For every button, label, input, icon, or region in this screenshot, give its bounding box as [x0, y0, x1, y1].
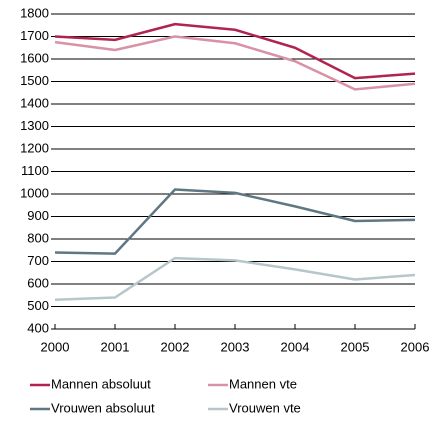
x-tick-label: 2004	[281, 339, 310, 354]
x-tick-label: 2003	[221, 339, 250, 354]
x-tick-label: 2001	[101, 339, 130, 354]
x-tick-label: 2002	[161, 339, 190, 354]
y-tick-label: 500	[27, 298, 49, 313]
y-tick-label: 600	[27, 275, 49, 290]
x-tick-label: 2006	[401, 339, 430, 354]
series-line	[54, 188, 416, 255]
legend-label: Vrouwen absoluut	[51, 400, 155, 415]
y-tick-label: 1400	[20, 95, 49, 110]
y-tick-label: 1700	[20, 28, 49, 43]
legend-label: Vrouwen vte	[229, 400, 301, 415]
y-tick-label: 1800	[20, 5, 49, 20]
series-line	[54, 256, 416, 301]
x-tick-label: 2000	[41, 339, 70, 354]
y-tick-label: 800	[27, 230, 49, 245]
legend-label: Mannen vte	[229, 376, 297, 391]
y-tick-label: 1600	[20, 50, 49, 65]
y-tick-label: 400	[27, 320, 49, 335]
y-tick-label: 700	[27, 253, 49, 268]
y-tick-label: 900	[27, 208, 49, 223]
x-tick-label: 2005	[341, 339, 370, 354]
y-tick-label: 1500	[20, 73, 49, 88]
y-tick-label: 1100	[21, 163, 49, 178]
legend-label: Mannen absoluut	[51, 376, 151, 391]
y-tick-label: 1200	[20, 140, 49, 155]
series-line	[54, 22, 416, 80]
y-tick-label: 1300	[20, 118, 49, 133]
series-line	[54, 35, 416, 91]
y-tick-label: 1000	[20, 185, 49, 200]
